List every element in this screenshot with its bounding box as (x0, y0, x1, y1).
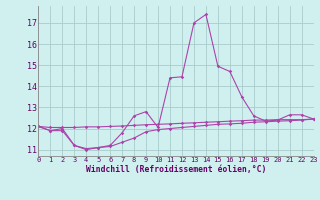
X-axis label: Windchill (Refroidissement éolien,°C): Windchill (Refroidissement éolien,°C) (86, 165, 266, 174)
